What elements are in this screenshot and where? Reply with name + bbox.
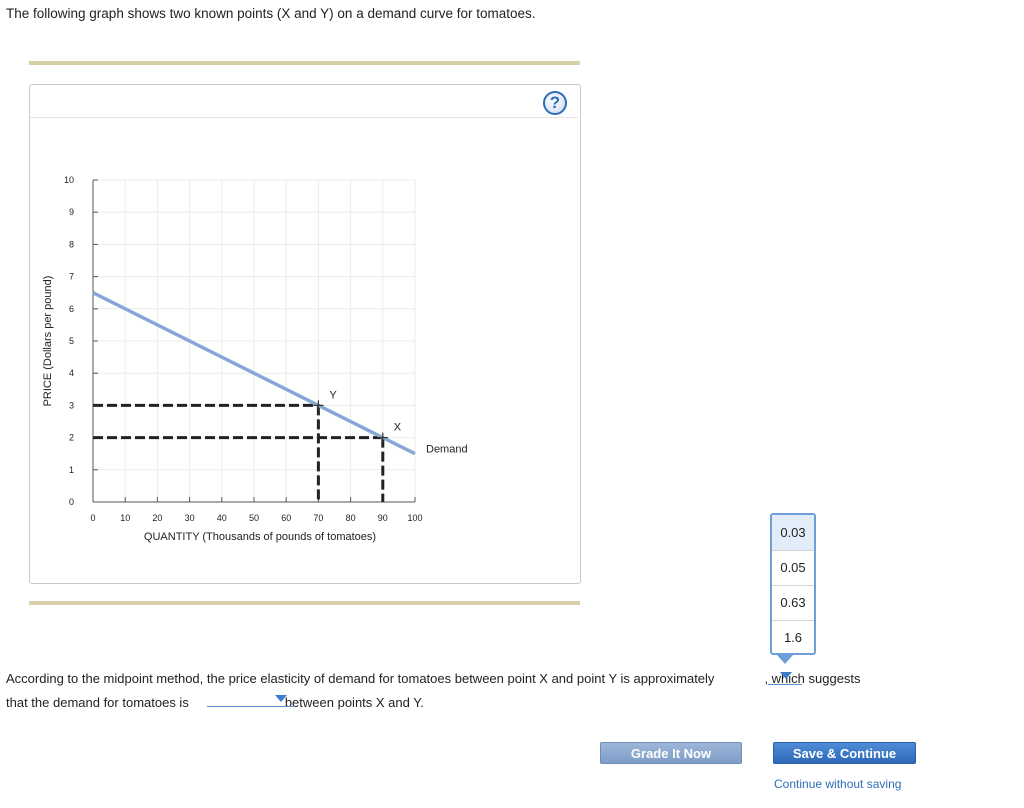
y-axis-title: PRICE (Dollars per pound) xyxy=(42,276,54,407)
y-tick-label: 5 xyxy=(69,336,74,346)
y-tick-label: 6 xyxy=(69,304,74,314)
chevron-down-icon xyxy=(780,672,792,679)
y-tick-label: 2 xyxy=(69,433,74,443)
demand-type-dropdown[interactable] xyxy=(207,692,293,707)
help-icon[interactable]: ? xyxy=(543,91,567,115)
top-divider xyxy=(29,61,580,65)
question-part-1: According to the midpoint method, the pr… xyxy=(6,671,715,686)
question-part-3: that the demand for tomatoes is xyxy=(6,695,189,710)
point-guides xyxy=(93,403,385,502)
chevron-down-icon xyxy=(275,695,287,702)
y-tick-label: 10 xyxy=(64,175,74,185)
menu-pointer xyxy=(777,655,793,664)
continue-without-saving-link[interactable]: Continue without saving xyxy=(774,777,902,791)
y-tick-label: 8 xyxy=(69,239,74,249)
question-part-4: between points X and Y. xyxy=(284,695,424,710)
option-0-63[interactable]: 0.63 xyxy=(772,585,814,621)
option-0-03[interactable]: 0.03 xyxy=(772,515,814,551)
x-tick-label: 60 xyxy=(281,513,291,523)
save-continue-button[interactable]: Save & Continue xyxy=(773,742,916,764)
x-tick-label: 10 xyxy=(120,513,130,523)
point-label: Y xyxy=(329,389,337,401)
y-tick-label: 7 xyxy=(69,272,74,282)
series-label: Demand xyxy=(426,444,468,456)
y-tick-label: 0 xyxy=(69,497,74,507)
x-tick-label: 50 xyxy=(249,513,259,523)
bottom-divider xyxy=(29,601,580,605)
x-tick-label: 0 xyxy=(90,513,95,523)
x-tick-label: 30 xyxy=(185,513,195,523)
x-tick-label: 90 xyxy=(378,513,388,523)
panel-header-divider xyxy=(30,117,578,118)
elasticity-options-menu[interactable]: 0.03 0.05 0.63 1.6 xyxy=(770,513,816,655)
chart-labels: QUANTITY (Thousands of pounds of tomatoe… xyxy=(42,276,468,543)
chart-grid xyxy=(93,179,416,502)
chart-ticks: 0 10 20 30 40 50 60 70 80 90 100 0 1 2 3 4 5 6 7 8 9 10 xyxy=(64,175,423,523)
x-axis-title: QUANTITY (Thousands of pounds of tomatoe… xyxy=(144,531,376,543)
x-tick-label: 40 xyxy=(217,513,227,523)
intro-text: The following graph shows two known poin… xyxy=(6,6,536,21)
graph-panel xyxy=(29,84,581,584)
demand-line xyxy=(92,291,416,456)
x-tick-label: 80 xyxy=(346,513,356,523)
point-label: X xyxy=(394,422,402,434)
y-tick-label: 4 xyxy=(69,368,74,378)
elasticity-dropdown[interactable] xyxy=(768,668,802,685)
option-0-05[interactable]: 0.05 xyxy=(772,550,814,586)
y-tick-label: 3 xyxy=(69,400,74,410)
x-tick-label: 70 xyxy=(313,513,323,523)
option-1-6[interactable]: 1.6 xyxy=(783,630,803,645)
y-tick-label: 9 xyxy=(69,207,74,217)
question-text: According to the midpoint method, the pr… xyxy=(6,667,1016,715)
y-tick-label: 1 xyxy=(69,465,74,475)
chart-series xyxy=(92,291,416,456)
x-tick-label: 20 xyxy=(152,513,162,523)
x-tick-label: 100 xyxy=(407,513,422,523)
grade-it-now-button[interactable]: Grade It Now xyxy=(600,742,742,764)
